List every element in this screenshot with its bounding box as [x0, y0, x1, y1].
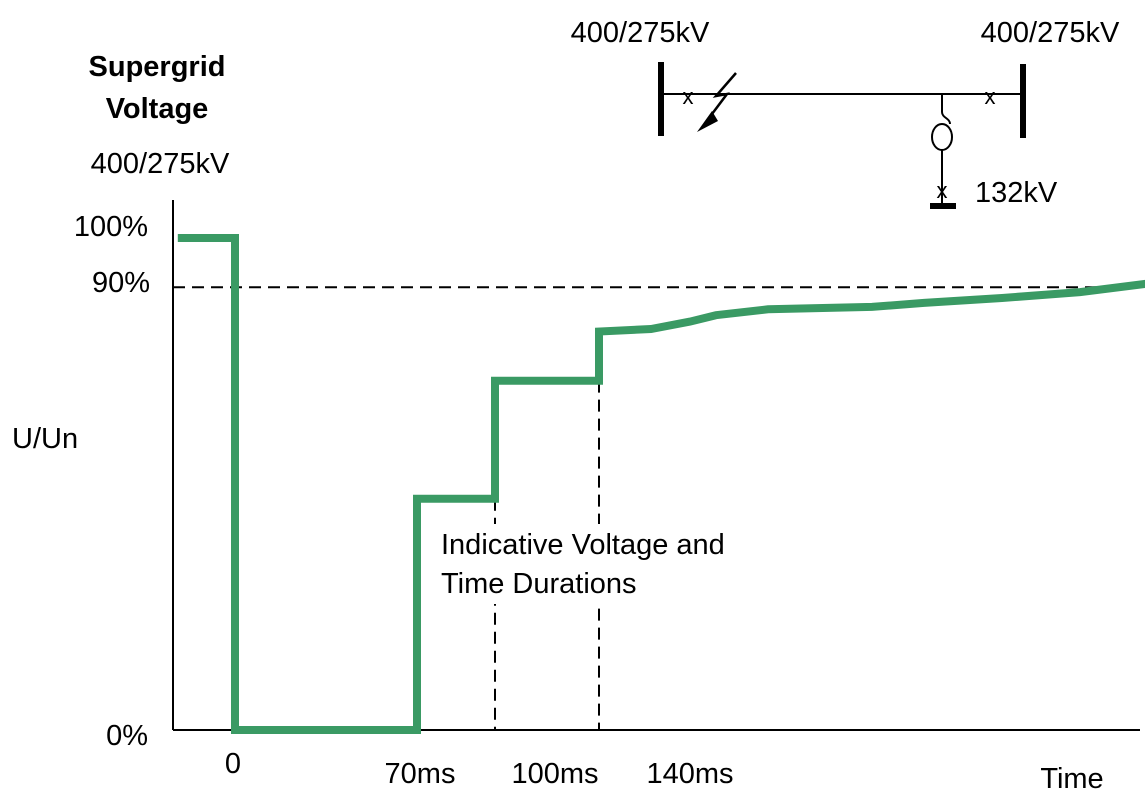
annotation-background — [436, 524, 798, 604]
fault-arrow-icon — [697, 111, 718, 132]
tap-connection — [941, 94, 951, 125]
x-tick-0: 0 — [225, 748, 241, 780]
annotation-line-2: Time Durations — [441, 568, 637, 600]
y-tick-90: 90% — [92, 267, 150, 299]
tap-breaker-cross: x — [937, 178, 948, 203]
y-tick-100: 100% — [74, 211, 148, 243]
right-breaker-cross: x — [985, 84, 996, 109]
right-bus-label: 400/275kV — [981, 17, 1120, 49]
x-tick-140ms: 140ms — [646, 758, 733, 790]
transformer-icon — [931, 123, 953, 151]
tap-bus-label: 132kV — [975, 177, 1058, 209]
y-tick-0: 0% — [106, 720, 148, 752]
x-axis-label: Time — [1040, 763, 1103, 791]
x-tick-100ms: 100ms — [511, 758, 598, 790]
left-bus-label: 400/275kV — [571, 17, 710, 49]
chart-title-line-1: Supergrid — [89, 51, 226, 83]
y-axis-label: U/Un — [12, 423, 78, 455]
network-diagram: x x x — [658, 62, 1026, 209]
chart-subtitle: 400/275kV — [91, 148, 230, 180]
left-breaker-cross: x — [683, 84, 694, 109]
voltage-profile-line — [177, 234, 1145, 734]
fault-bolt-icon — [705, 72, 737, 123]
annotation-line-1: Indicative Voltage and — [441, 529, 725, 561]
x-tick-70ms: 70ms — [385, 758, 456, 790]
chart-title-line-2: Voltage — [106, 93, 209, 125]
